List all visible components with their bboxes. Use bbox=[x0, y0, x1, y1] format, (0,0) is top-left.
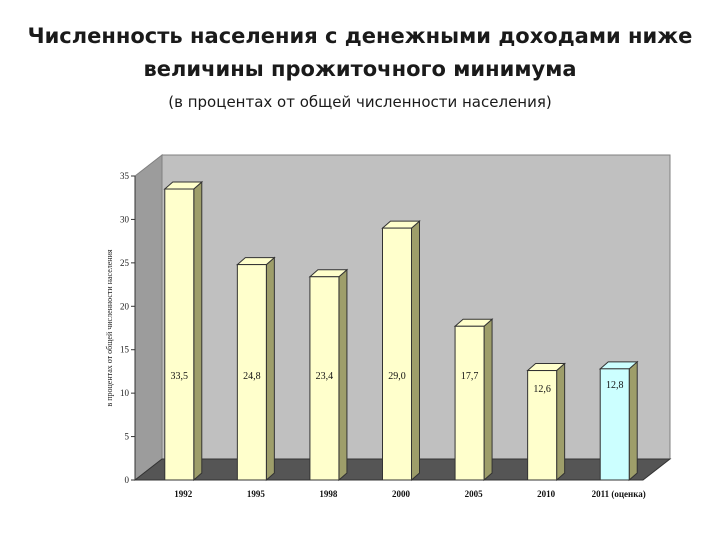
data-label: 12,8 bbox=[606, 380, 624, 391]
y-tick-label: 5 bbox=[125, 432, 130, 442]
bar bbox=[164, 188, 195, 481]
category-label: 1995 bbox=[247, 489, 266, 499]
bar-side bbox=[556, 362, 566, 482]
bar bbox=[527, 370, 558, 481]
data-label: 12,6 bbox=[533, 384, 551, 395]
y-axis-title: в процентах от общей численности населен… bbox=[105, 249, 114, 406]
y-tick-label: 25 bbox=[120, 258, 130, 268]
title-line-1: Численность населения с денежными дохода… bbox=[27, 24, 693, 48]
category-label: 2010 bbox=[537, 489, 556, 499]
y-tick-label: 0 bbox=[125, 475, 130, 485]
category-label: 1992 bbox=[174, 489, 193, 499]
bar-side bbox=[628, 360, 638, 482]
bar bbox=[309, 276, 340, 481]
bar-side bbox=[483, 318, 493, 482]
title-line-2: величины прожиточного минимума bbox=[143, 57, 577, 81]
y-tick-label: 35 bbox=[120, 171, 130, 181]
bar-side bbox=[265, 256, 275, 482]
page-title: Численность населения с денежными дохода… bbox=[0, 20, 720, 86]
data-label: 29,0 bbox=[388, 371, 406, 382]
bar-side bbox=[193, 180, 203, 482]
y-tick-label: 10 bbox=[120, 388, 130, 398]
bar bbox=[382, 227, 412, 481]
data-label: 23,4 bbox=[316, 371, 334, 382]
bar bbox=[454, 325, 485, 481]
category-label: 2005 bbox=[465, 489, 484, 499]
page-subtitle: (в процентах от общей численности населе… bbox=[168, 93, 552, 111]
bar bbox=[599, 368, 630, 481]
bar-side bbox=[411, 220, 420, 482]
bar-side bbox=[338, 268, 348, 482]
category-label: 2011 (оценка) bbox=[592, 489, 646, 499]
chart-side-wall bbox=[134, 153, 163, 482]
data-label: 17,7 bbox=[461, 371, 479, 382]
data-label: 33,5 bbox=[171, 371, 189, 382]
category-label: 1998 bbox=[319, 489, 338, 499]
bar bbox=[236, 264, 267, 481]
data-label: 24,8 bbox=[243, 371, 261, 382]
y-tick-label: 15 bbox=[120, 345, 130, 355]
y-tick-label: 20 bbox=[120, 301, 130, 311]
category-label: 2000 bbox=[392, 489, 411, 499]
y-tick-label: 30 bbox=[120, 214, 130, 224]
